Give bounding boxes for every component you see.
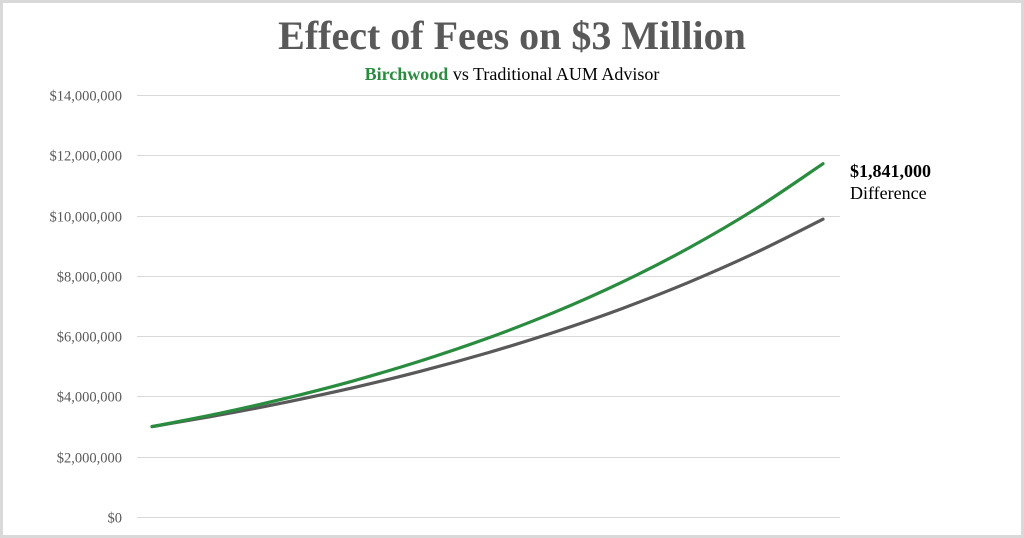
- y-tick-label: $12,000,000: [50, 149, 123, 165]
- gridlines: [137, 95, 840, 518]
- y-tick-label: $2,000,000: [57, 451, 122, 467]
- chart-subtitle: Birchwood vs Traditional AUM Advisor: [0, 63, 1024, 85]
- subtitle-rest: vs Traditional AUM Advisor: [448, 64, 660, 84]
- y-tick-label: $4,000,000: [57, 390, 122, 406]
- series-lines: [150, 162, 825, 429]
- difference-amount: $1,841,000: [850, 161, 931, 181]
- y-tick-label: $0: [108, 511, 123, 527]
- chart-title: Effect of Fees on $3 Million: [278, 13, 746, 58]
- y-tick-label: $8,000,000: [57, 270, 122, 286]
- y-axis-labels: $0 $2,000,000 $4,000,000 $6,000,000 $8,000,0…: [50, 89, 123, 527]
- traditional-advisor-line: [150, 217, 825, 429]
- difference-annotation: $1,841,000 Difference: [850, 160, 931, 204]
- difference-label: Difference: [850, 183, 927, 203]
- y-tick-label: $6,000,000: [57, 330, 122, 346]
- y-tick-label: $10,000,000: [50, 210, 123, 226]
- subtitle-brand: Birchwood: [364, 64, 449, 84]
- birchwood-line: [150, 162, 825, 429]
- y-tick-label: $14,000,000: [50, 89, 123, 105]
